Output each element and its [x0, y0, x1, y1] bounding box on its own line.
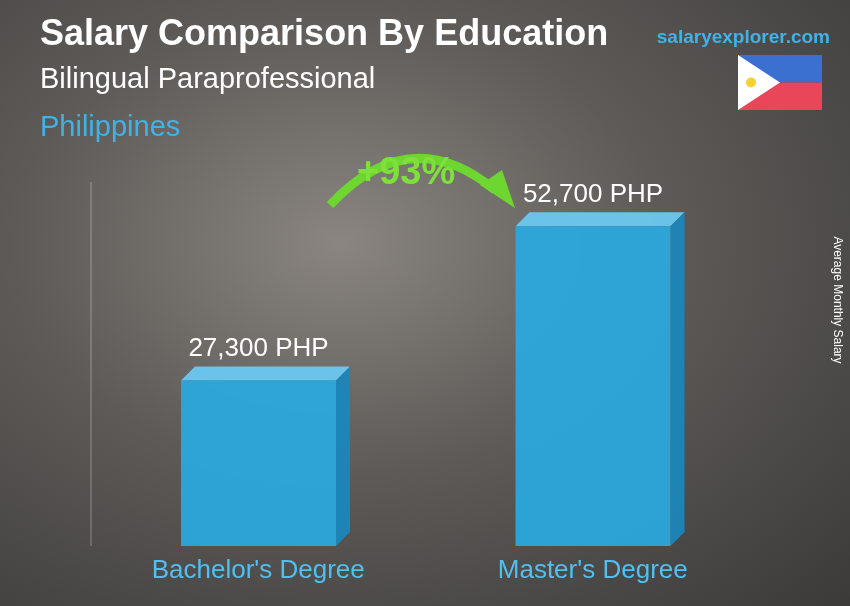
html-text:+93%: +93% — [357, 150, 456, 192]
html-text:Average Monthly Salary: Average Monthly Salary — [831, 236, 845, 364]
html-text:Philippines: Philippines — [40, 110, 181, 142]
svg-text:52,700 PHP: 52,700 PHP — [523, 178, 663, 208]
html-text:Bilingual Paraprofessional: Bilingual Paraprofessional — [40, 62, 376, 94]
html-text:salaryexplorer.com: salaryexplorer.com — [656, 26, 830, 47]
svg-text:Master's Degree: Master's Degree — [498, 554, 688, 584]
html-text:Salary Comparison By Education: Salary Comparison By Education — [40, 12, 609, 53]
svg-text:27,300 PHP: 27,300 PHP — [188, 332, 328, 362]
svg-text:Bachelor's Degree: Bachelor's Degree — [152, 554, 365, 584]
